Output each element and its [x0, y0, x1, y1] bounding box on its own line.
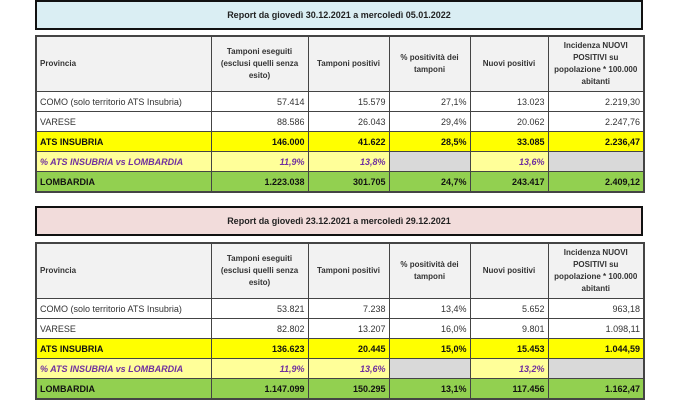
row-lombardia: LOMBARDIA 1.223.038 301.705 24,7% 243.417 2.4…	[35, 171, 645, 193]
row-como: COMO (solo territorio ATS Insubria) 57.41…	[35, 91, 645, 112]
cell-tamponi-eseguiti: 1.223.038	[210, 171, 309, 193]
cell-incidenza: 2.219,30	[547, 91, 645, 112]
header-nuovi-positivi: Nuovi positivi	[469, 35, 549, 92]
cell-pct-positivita: 16,0%	[388, 318, 471, 339]
cell-incidenza	[547, 151, 645, 172]
cell-tamponi-eseguiti: 11,9%	[210, 151, 309, 172]
cell-pct-positivita: 29,4%	[388, 111, 471, 132]
header-provincia: Provincia	[35, 35, 212, 92]
report-table-2: Provincia Tamponi eseguiti (esclusi quell…	[35, 242, 645, 400]
cell-nuovi-positivi: 243.417	[469, 171, 549, 193]
cell-tamponi-positivi: 15.579	[307, 91, 390, 112]
cell-provincia: COMO (solo territorio ATS Insubria)	[35, 91, 212, 112]
cell-incidenza: 1.044,59	[547, 338, 645, 359]
report-table-1: Provincia Tamponi eseguiti (esclusi quell…	[35, 35, 645, 193]
cell-nuovi-positivi: 117.456	[469, 378, 549, 400]
cell-tamponi-eseguiti: 11,9%	[210, 358, 309, 379]
header-provincia: Provincia	[35, 242, 212, 299]
cell-incidenza: 2.409,12	[547, 171, 645, 193]
cell-pct-positivita: 15,0%	[388, 338, 471, 359]
header-nuovi-positivi: Nuovi positivi	[469, 242, 549, 299]
header-tamponi-eseguiti: Tamponi eseguiti (esclusi quelli senza e…	[210, 35, 309, 92]
header-pct-positivita: % positività dei tamponi	[388, 35, 471, 92]
row-ats-insubria: ATS INSUBRIA 136.623 20.445 15,0% 15.453 1.04…	[35, 338, 645, 359]
report-title-2: Report da giovedì 23.12.2021 a mercoledì…	[35, 206, 643, 236]
cell-provincia: ATS INSUBRIA	[35, 338, 212, 359]
cell-provincia: ATS INSUBRIA	[35, 131, 212, 152]
cell-tamponi-eseguiti: 53.821	[210, 298, 309, 319]
cell-tamponi-positivi: 150.295	[307, 378, 390, 400]
cell-pct-positivita: 28,5%	[388, 131, 471, 152]
cell-pct-positivita: 24,7%	[388, 171, 471, 193]
report-title-1: Report da giovedì 30.12.2021 a mercoledì…	[35, 0, 643, 30]
cell-incidenza: 2.247,76	[547, 111, 645, 132]
cell-tamponi-positivi: 41.622	[307, 131, 390, 152]
cell-incidenza: 1.098,11	[547, 318, 645, 339]
cell-provincia: VARESE	[35, 111, 212, 132]
row-varese: VARESE 88.586 26.043 29,4% 20.062 2.247,76	[35, 111, 645, 132]
cell-incidenza: 963,18	[547, 298, 645, 319]
cell-provincia: COMO (solo territorio ATS Insubria)	[35, 298, 212, 319]
header-row: Provincia Tamponi eseguiti (esclusi quell…	[35, 35, 645, 92]
cell-incidenza: 1.162,47	[547, 378, 645, 400]
cell-nuovi-positivi: 15.453	[469, 338, 549, 359]
cell-pct-positivita: 13,1%	[388, 378, 471, 400]
cell-pct-positivita: 27,1%	[388, 91, 471, 112]
header-incidenza: Incidenza NUOVI POSITIVI su popolazione …	[547, 242, 645, 299]
cell-tamponi-eseguiti: 88.586	[210, 111, 309, 132]
cell-provincia: VARESE	[35, 318, 212, 339]
cell-tamponi-eseguiti: 146.000	[210, 131, 309, 152]
cell-tamponi-eseguiti: 1.147.099	[210, 378, 309, 400]
header-tamponi-eseguiti: Tamponi eseguiti (esclusi quelli senza e…	[210, 242, 309, 299]
header-row: Provincia Tamponi eseguiti (esclusi quell…	[35, 242, 645, 299]
cell-nuovi-positivi: 13,6%	[469, 151, 549, 172]
header-incidenza: Incidenza NUOVI POSITIVI su popolazione …	[547, 35, 645, 92]
cell-nuovi-positivi: 20.062	[469, 111, 549, 132]
cell-pct-positivita: 13,4%	[388, 298, 471, 319]
row-varese: VARESE 82.802 13.207 16,0% 9.801 1.098,11	[35, 318, 645, 339]
cell-tamponi-positivi: 301.705	[307, 171, 390, 193]
cell-tamponi-positivi: 13.207	[307, 318, 390, 339]
header-tamponi-positivi: Tamponi positivi	[307, 35, 390, 92]
cell-incidenza: 2.236,47	[547, 131, 645, 152]
cell-provincia: % ATS INSUBRIA vs LOMBARDIA	[35, 358, 212, 379]
cell-incidenza	[547, 358, 645, 379]
cell-tamponi-positivi: 26.043	[307, 111, 390, 132]
cell-provincia: LOMBARDIA	[35, 378, 212, 400]
cell-tamponi-positivi: 13,8%	[307, 151, 390, 172]
cell-tamponi-eseguiti: 57.414	[210, 91, 309, 112]
cell-pct-positivita	[388, 358, 471, 379]
header-pct-positivita: % positività dei tamponi	[388, 242, 471, 299]
row-lombardia: LOMBARDIA 1.147.099 150.295 13,1% 117.456 1.1…	[35, 378, 645, 400]
cell-tamponi-positivi: 7.238	[307, 298, 390, 319]
cell-nuovi-positivi: 13,2%	[469, 358, 549, 379]
cell-tamponi-positivi: 13,6%	[307, 358, 390, 379]
cell-nuovi-positivi: 33.085	[469, 131, 549, 152]
row-como: COMO (solo territorio ATS Insubria) 53.82…	[35, 298, 645, 319]
row-pct-ats-vs-lombardia: % ATS INSUBRIA vs LOMBARDIA 11,9% 13,8% 13,…	[35, 151, 645, 172]
cell-nuovi-positivi: 5.652	[469, 298, 549, 319]
row-pct-ats-vs-lombardia: % ATS INSUBRIA vs LOMBARDIA 11,9% 13,6% 13,…	[35, 358, 645, 379]
header-tamponi-positivi: Tamponi positivi	[307, 242, 390, 299]
cell-provincia: LOMBARDIA	[35, 171, 212, 193]
cell-tamponi-positivi: 20.445	[307, 338, 390, 359]
cell-pct-positivita	[388, 151, 471, 172]
cell-provincia: % ATS INSUBRIA vs LOMBARDIA	[35, 151, 212, 172]
cell-tamponi-eseguiti: 82.802	[210, 318, 309, 339]
cell-nuovi-positivi: 13.023	[469, 91, 549, 112]
row-ats-insubria: ATS INSUBRIA 146.000 41.622 28,5% 33.085 2.23…	[35, 131, 645, 152]
cell-tamponi-eseguiti: 136.623	[210, 338, 309, 359]
cell-nuovi-positivi: 9.801	[469, 318, 549, 339]
